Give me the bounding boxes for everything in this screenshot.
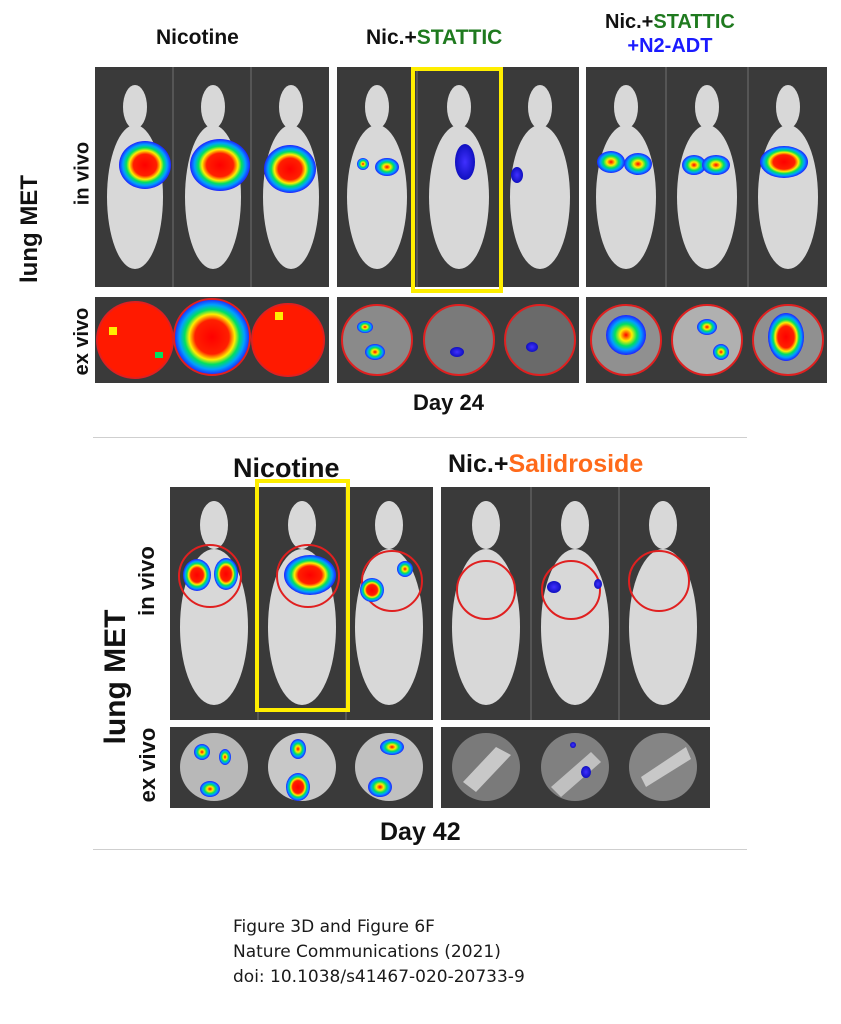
top-title-stattic: Nic.+STATTIC: [366, 26, 502, 50]
bottom-invivo-panel-nicotine: [170, 487, 433, 720]
bottom-exvivo-panel-nicotine: [170, 727, 433, 808]
bottom-side-lung-met: lung MET: [99, 609, 132, 745]
top-invivo-panel-combo: [586, 67, 827, 287]
top-invivo-panel-nicotine: [95, 67, 329, 287]
top-title-combo: Nic.+STATTIC +N2-ADT: [605, 10, 735, 58]
top-side-lung-met: lung MET: [16, 175, 43, 283]
top-side-in-vivo: in vivo: [71, 141, 94, 206]
top-side-ex-vivo: ex vivo: [71, 307, 93, 376]
top-exvivo-panel-stattic: [337, 297, 579, 383]
caption-line-2: Nature Communications (2021): [233, 942, 501, 962]
bottom-exvivo-nicotine-image: [170, 727, 433, 808]
top-exvivo-stattic-image: [337, 297, 579, 383]
top-invivo-combo-image: [586, 67, 827, 287]
bottom-exvivo-salidroside-image: [441, 727, 710, 808]
top-invivo-stattic-image: [337, 67, 579, 287]
top-title-nicotine: Nicotine: [156, 26, 239, 49]
top-exvivo-panel-nicotine: [95, 297, 329, 383]
top-invivo-panel-stattic: [337, 67, 579, 287]
top-invivo-nicotine-image: [95, 67, 329, 287]
caption-line-1: Figure 3D and Figure 6F: [233, 917, 435, 937]
top-exvivo-nicotine-image: [95, 297, 329, 383]
bottom-divider: [93, 849, 747, 850]
bottom-invivo-panel-salidroside: [441, 487, 710, 720]
bottom-invivo-salidroside-image: [441, 487, 710, 720]
top-day-label: Day 24: [413, 390, 484, 415]
top-highlight-box: [411, 67, 503, 293]
bottom-title-nicotine: Nicotine: [233, 453, 340, 483]
top-title-combo-line2: +N2-ADT: [627, 35, 713, 57]
bottom-exvivo-panel-salidroside: [441, 727, 710, 808]
caption: Figure 3D and Figure 6F Nature Communica…: [233, 915, 525, 990]
bottom-day-label: Day 42: [380, 818, 461, 846]
top-exvivo-panel-combo: [586, 297, 827, 383]
bottom-invivo-nicotine-image: [170, 487, 433, 720]
top-title-stattic-prefix: Nic.+: [366, 26, 417, 49]
bottom-side-ex-vivo: ex vivo: [135, 727, 160, 803]
top-exvivo-combo-image: [586, 297, 827, 383]
top-title-combo-suffix: STATTIC: [653, 11, 735, 33]
top-title-combo-prefix: Nic.+: [605, 11, 654, 33]
bottom-title-salidroside-suffix: Salidroside: [508, 450, 644, 478]
caption-line-3: doi: 10.1038/s41467-020-20733-9: [233, 967, 525, 987]
bottom-side-in-vivo: in vivo: [134, 546, 159, 616]
bottom-title-salidroside: Nic.+Salidroside: [448, 450, 643, 479]
bottom-highlight-box: [255, 479, 350, 712]
top-title-stattic-suffix: STATTIC: [416, 26, 503, 49]
top-divider: [93, 437, 747, 438]
bottom-title-salidroside-prefix: Nic.+: [448, 450, 509, 478]
